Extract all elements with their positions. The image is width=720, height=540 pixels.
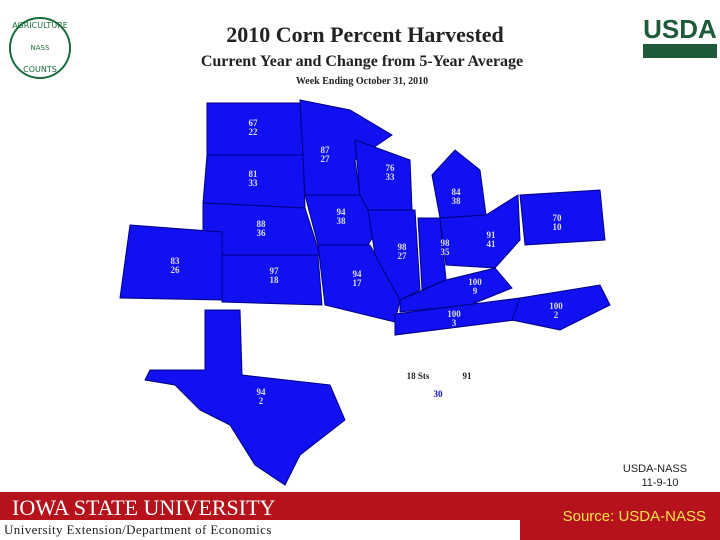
current: 100	[447, 309, 461, 319]
state	[221, 254, 323, 306]
state	[354, 139, 413, 211]
usda-logo: USDA	[643, 14, 717, 44]
logo-text: NASS	[31, 44, 50, 52]
current: 67	[249, 118, 259, 128]
state	[399, 267, 513, 313]
current: 70	[553, 213, 563, 223]
state	[431, 149, 487, 219]
logo-text: AGRICULTURE	[12, 21, 68, 30]
current: 87	[321, 145, 331, 155]
summary-current: 91	[463, 371, 473, 381]
change: 17	[353, 278, 363, 288]
change: 36	[257, 228, 267, 238]
subtitle: Current Year and Change from 5-Year Aver…	[201, 53, 523, 70]
change: 22	[249, 127, 259, 137]
source-box	[520, 492, 720, 540]
current: 83	[171, 256, 181, 266]
state	[519, 189, 606, 246]
state	[144, 309, 346, 486]
change: 2	[259, 396, 264, 406]
state	[511, 284, 611, 331]
source: Source: USDA-NASS	[563, 508, 706, 525]
usda-logo-bar	[643, 44, 717, 58]
current: 98	[441, 238, 451, 248]
change: 35	[441, 247, 451, 257]
current: 91	[487, 230, 497, 240]
state	[367, 209, 421, 301]
current: 76	[386, 163, 396, 173]
week: Week Ending October 31, 2010	[296, 76, 428, 87]
logo-text: COUNTS	[23, 65, 57, 74]
title: 2010 Corn Percent Harvested	[226, 22, 504, 47]
current: 94	[353, 269, 363, 279]
change: 38	[452, 196, 462, 206]
change: 2	[554, 310, 559, 320]
summary-label: 18 Sts	[407, 371, 430, 381]
current: 81	[249, 169, 259, 179]
change: 10	[553, 222, 563, 232]
change: 27	[398, 251, 408, 261]
change: 18	[270, 275, 280, 285]
stamp-date: 11-9-10	[641, 477, 678, 489]
change: 27	[321, 154, 331, 164]
change: 33	[249, 178, 259, 188]
current: 88	[257, 219, 267, 229]
change: 9	[473, 286, 478, 296]
change: 41	[487, 239, 497, 249]
change: 33	[386, 172, 396, 182]
current: 94	[337, 207, 347, 217]
change: 3	[452, 318, 457, 328]
current: 94	[257, 387, 267, 397]
state	[317, 244, 401, 323]
change: 38	[337, 216, 347, 226]
current: 97	[270, 266, 280, 276]
current: 84	[452, 187, 462, 197]
current: 100	[549, 301, 563, 311]
department: University Extension/Department of Econo…	[4, 522, 272, 537]
change: 26	[171, 265, 181, 275]
university: IOWA STATE UNIVERSITY	[12, 495, 276, 520]
summary-change: 30	[434, 389, 444, 399]
nass-logo	[9, 17, 71, 79]
current: 100	[468, 277, 482, 287]
state	[439, 194, 521, 269]
stamp-source: USDA-NASS	[623, 463, 687, 475]
current: 98	[398, 242, 408, 252]
states	[119, 99, 611, 486]
